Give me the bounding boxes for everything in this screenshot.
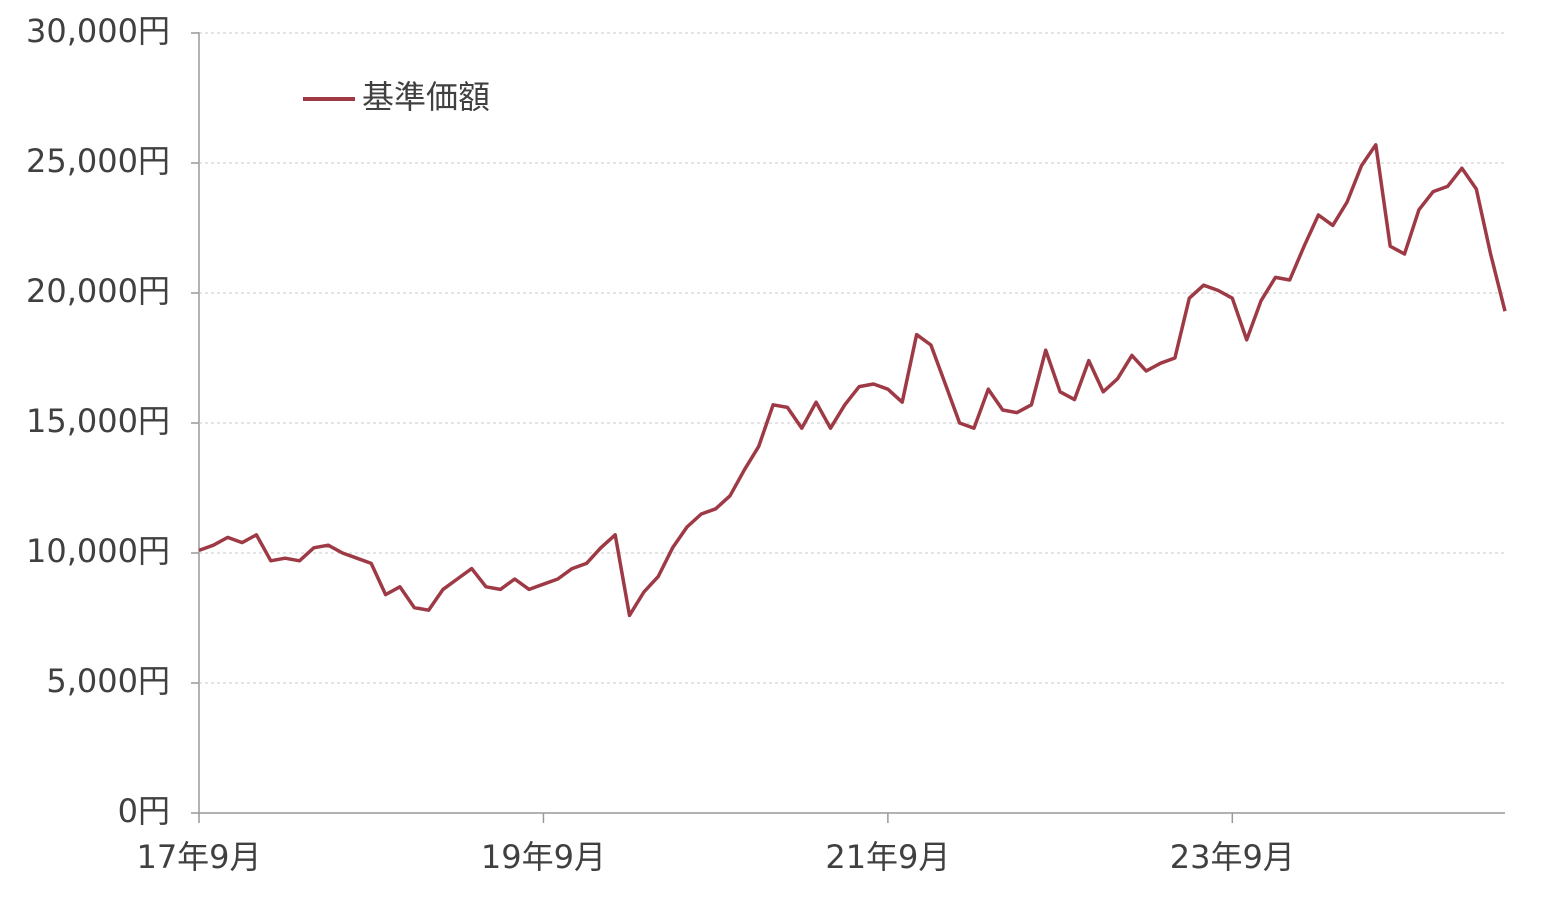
- y-tick-label: 20,000円: [26, 272, 170, 310]
- line-series: [198, 143, 1507, 618]
- x-tick-label: 21年9月: [825, 838, 950, 876]
- x-tick-label: 19年9月: [481, 838, 606, 876]
- x-tick-label: 17年9月: [136, 838, 261, 876]
- y-tick-label: 5,000円: [46, 662, 170, 700]
- y-tick-label: 25,000円: [26, 142, 170, 180]
- y-tick-label: 0円: [118, 792, 170, 830]
- legend-label: 基準価額: [362, 78, 490, 116]
- y-tick-label: 30,000円: [26, 12, 170, 50]
- x-tick-label: 23年9月: [1170, 838, 1295, 876]
- y-tick-label: 10,000円: [26, 532, 170, 570]
- y-tick-label: 15,000円: [26, 402, 170, 440]
